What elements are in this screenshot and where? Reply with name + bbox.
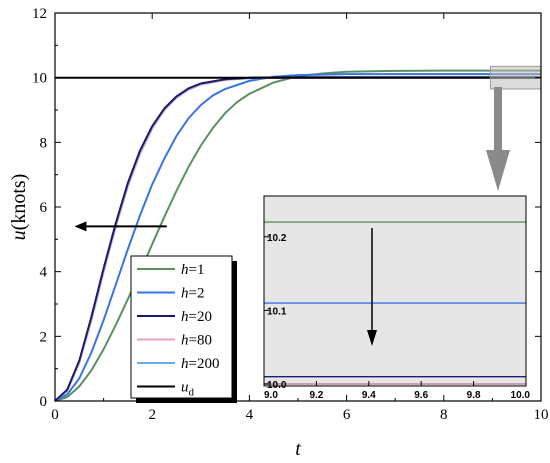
inset-y-tick-label: 10.2 [267, 233, 287, 244]
legend-entry-sub: d [189, 387, 195, 399]
series-line-h-2 [54, 73, 541, 402]
inset-x-tick-label: 9.2 [309, 390, 323, 401]
y-tick-label: 0 [40, 394, 48, 410]
y-tick-label: 4 [40, 265, 48, 281]
legend-entry-var: h [181, 333, 189, 349]
legend-entry-label: h=200 [181, 356, 219, 372]
inset-background [264, 196, 526, 386]
inset-x-tick-label: 9.0 [264, 390, 278, 401]
y-tick-label: 2 [40, 329, 48, 345]
legend-entry-val: =1 [189, 262, 205, 278]
series-line-h-1 [54, 69, 541, 402]
inset-frame [263, 195, 527, 387]
y-tick-label: 12 [32, 6, 47, 22]
left-arrow-head [74, 221, 87, 232]
zoom-box [489, 65, 542, 90]
inset-x-tick-label: 9.4 [362, 390, 376, 401]
legend-entry-val: =200 [189, 356, 220, 372]
inset-y-tick-label: 10.1 [267, 306, 287, 317]
axis-labels: tu(knots) [8, 174, 301, 460]
x-tick-label: 2 [148, 407, 156, 423]
x-tick-label: 4 [246, 407, 254, 423]
legend-entry-var: h [181, 356, 189, 372]
x-tick-label: 10 [534, 407, 549, 423]
inset-x-tick-label: 10.0 [511, 390, 531, 401]
legend-entry-var: h [181, 286, 189, 302]
legend-entry-var: u [181, 380, 189, 396]
y-axis-label-unit: (knots) [8, 174, 30, 231]
y-tick-label: 6 [40, 200, 48, 216]
legend-entry-label: ud [181, 380, 195, 399]
inset-arrow-head [367, 330, 377, 346]
inset-plot: 9.0 9.2 9.4 9.6 9.8 10.0 10.0 10.1 10.2 [263, 195, 531, 401]
legend-entry-label: h=2 [181, 286, 204, 302]
x-tick-label: 0 [51, 407, 59, 423]
zoom-arrow-shaft [494, 87, 502, 153]
inset-x-tick-label: 9.8 [467, 390, 481, 401]
main-plot: 0 2 4 6 8 10 0 2 4 6 8 10 12 [32, 6, 549, 423]
x-tick-label: 6 [343, 407, 351, 423]
y-axis-label-var: u [8, 230, 30, 240]
legend-entry-val: =20 [189, 309, 212, 325]
legend-entry-val: =80 [189, 333, 212, 349]
legend-entry-label: h=80 [181, 333, 212, 349]
legend-entry-label: h=1 [181, 262, 204, 278]
x-axis-label: t [295, 438, 301, 460]
inset-y-tick-label: 10.0 [267, 380, 287, 391]
legend-entry-var: h [181, 309, 189, 325]
x-tick-label: 8 [440, 407, 448, 423]
y-tick-label: 8 [40, 135, 48, 151]
legend-entry-label: h=20 [181, 309, 212, 325]
inset-x-tick-label: 9.6 [414, 390, 428, 401]
legend-box [130, 255, 233, 399]
legend-entry-val: =2 [189, 286, 205, 302]
legend-entry-var: h [181, 262, 189, 278]
y-tick-label: 10 [32, 71, 47, 87]
y-axis-label: u(knots) [8, 174, 30, 241]
zoom-arrow-head [486, 150, 510, 191]
